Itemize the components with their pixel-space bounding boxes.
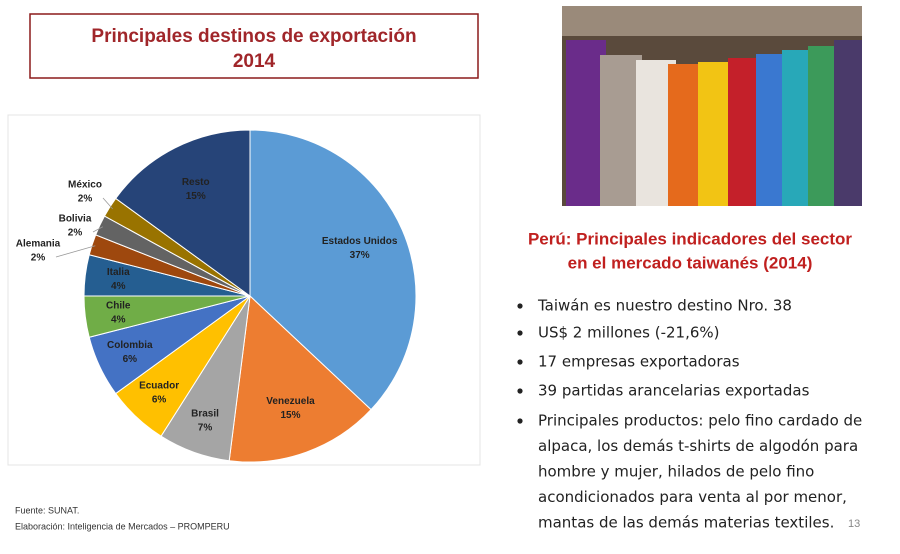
chart-title: Principales destinos de exportación bbox=[91, 26, 416, 47]
pie-slice bbox=[228, 294, 372, 463]
bullet-dot bbox=[517, 388, 523, 394]
bullet-text: 17 empresas exportadoras bbox=[538, 353, 740, 371]
pie-slice bbox=[115, 129, 251, 297]
slice-value: 37% bbox=[350, 250, 370, 261]
slice-value: 15% bbox=[186, 191, 206, 202]
slice-value: 4% bbox=[111, 314, 126, 325]
page-number: 13 bbox=[848, 518, 860, 530]
slice-label: Venezuela bbox=[266, 396, 315, 407]
pie-slice bbox=[249, 129, 417, 411]
bullet-list: Taiwán es nuestro destino Nro. 38 US$ 2 m… bbox=[517, 297, 862, 532]
slice-value: 4% bbox=[111, 281, 126, 292]
slice-value: 2% bbox=[68, 228, 83, 239]
chart-subtitle: 2014 bbox=[233, 51, 276, 72]
slice-label: Chile bbox=[106, 300, 131, 311]
bullet-text: 39 partidas arancelarias exportadas bbox=[538, 382, 810, 400]
pie: Estados Unidos 37% Venezuela 15% Brasil 7% Ecu… bbox=[16, 129, 417, 463]
bullet-dot bbox=[517, 330, 523, 336]
slice-value: 6% bbox=[152, 394, 167, 405]
heading: en el mercado taiwanés (2014) bbox=[568, 253, 813, 272]
bullet-text: alpaca, los demás t-shirts de algodón pa… bbox=[538, 437, 858, 455]
slice-label: México bbox=[68, 180, 102, 191]
bullet-text: acondicionados para venta al por menor, bbox=[538, 488, 847, 506]
bullet-dot bbox=[517, 418, 523, 424]
slice-label: Colombia bbox=[107, 340, 153, 351]
slice-value: 2% bbox=[78, 194, 93, 205]
slice-label: Italia bbox=[107, 267, 130, 278]
slice-value: 2% bbox=[31, 253, 46, 264]
leader-line bbox=[102, 197, 113, 210]
bullet-text: mantas de las demás materias textiles. bbox=[538, 514, 834, 532]
bullet-dot bbox=[517, 359, 523, 365]
photo bbox=[562, 6, 862, 206]
leader-line bbox=[92, 226, 103, 233]
slice-label: Brasil bbox=[191, 409, 219, 420]
slice-value: 7% bbox=[198, 423, 213, 434]
slice-value: 6% bbox=[123, 354, 138, 365]
slice-label: Resto bbox=[182, 177, 210, 188]
slice-label: Ecuador bbox=[139, 380, 179, 391]
bullet-text: hombre y mujer, hilados de pelo fino bbox=[538, 463, 814, 481]
slice-value: 15% bbox=[280, 410, 300, 421]
slice-label: Alemania bbox=[16, 239, 61, 250]
source: Fuente: SUNAT. bbox=[15, 505, 79, 515]
title-box bbox=[29, 13, 479, 79]
heading: Perú: Principales indicadores del sector bbox=[528, 229, 852, 248]
slice-label: Estados Unidos bbox=[322, 236, 398, 247]
bullet-text: Taiwán es nuestro destino Nro. 38 bbox=[537, 297, 792, 315]
slice-label: Bolivia bbox=[59, 214, 92, 225]
bullet-dot bbox=[517, 303, 523, 309]
credit: Elaboración: Inteligencia de Mercados – … bbox=[15, 521, 230, 531]
leader-line bbox=[55, 245, 96, 258]
bullet-text: Principales productos: pelo fino cardado… bbox=[538, 412, 862, 430]
bullet-text: US$ 2 millones (-21,6%) bbox=[538, 324, 720, 342]
